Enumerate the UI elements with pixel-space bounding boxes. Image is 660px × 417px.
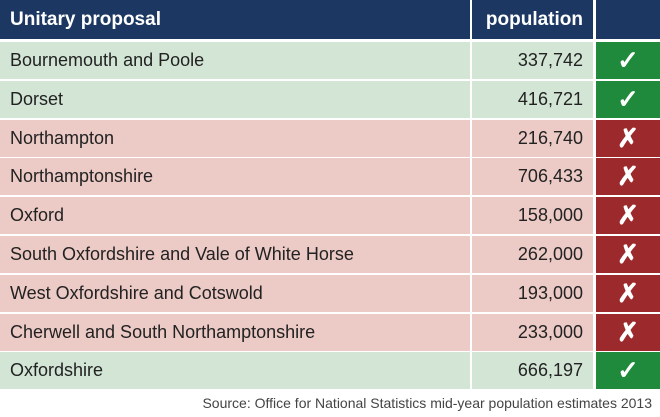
population-cell: 337,742: [472, 42, 593, 79]
source-note: Source: Office for National Statistics m…: [202, 395, 652, 411]
header-cell: Unitary proposal: [0, 0, 470, 39]
population-cell: 216,740: [472, 119, 593, 157]
status-icon: ✗: [596, 236, 660, 273]
status-icon: ✗: [596, 274, 660, 312]
status-icon: ✗: [596, 119, 660, 157]
proposal-cell: South Oxfordshire and Vale of White Hors…: [0, 236, 470, 273]
population-cell: 666,197: [472, 352, 593, 390]
proposal-cell: Northamptonshire: [0, 158, 470, 196]
proposal-cell: Cherwell and South Northamptonshire: [0, 313, 470, 351]
status-icon: ✓: [596, 80, 660, 118]
proposal-cell: Oxford: [0, 197, 470, 235]
population-cell: 233,000: [472, 313, 593, 351]
header-cell: population: [472, 0, 593, 39]
population-cell: 416,721: [472, 80, 593, 118]
proposal-cell: West Oxfordshire and Cotswold: [0, 274, 470, 312]
proposal-cell: Oxfordshire: [0, 352, 470, 390]
proposal-cell: Northampton: [0, 119, 470, 157]
population-cell: 706,433: [472, 158, 593, 196]
population-cell: 262,000: [472, 236, 593, 273]
population-cell: 193,000: [472, 274, 593, 312]
population-cell: 158,000: [472, 197, 593, 235]
proposal-cell: Bournemouth and Poole: [0, 42, 470, 79]
status-icon: ✗: [596, 313, 660, 351]
header-cell: [596, 0, 660, 39]
status-icon: ✓: [596, 352, 660, 390]
status-icon: ✗: [596, 158, 660, 196]
status-icon: ✗: [596, 197, 660, 235]
status-icon: ✓: [596, 42, 660, 79]
proposal-cell: Dorset: [0, 80, 470, 118]
